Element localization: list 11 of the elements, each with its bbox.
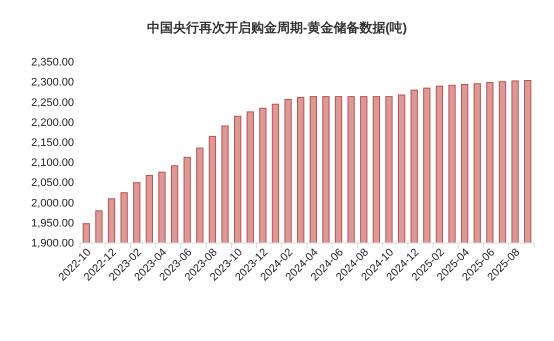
y-tick-label: 2,350.00 bbox=[31, 56, 74, 69]
chart-title: 中国央行再次开启购金周期-黄金储备数据(吨) bbox=[147, 20, 407, 35]
y-tick-label: 2,200.00 bbox=[31, 116, 74, 129]
y-tick-label: 2,000.00 bbox=[31, 197, 74, 210]
y-tick-label: 2,050.00 bbox=[31, 177, 74, 190]
y-tick-label: 2,250.00 bbox=[31, 96, 74, 109]
y-tick-label: 1,950.00 bbox=[31, 217, 74, 230]
y-tick-label: 2,100.00 bbox=[31, 157, 74, 170]
y-tick-label: 2,300.00 bbox=[31, 76, 74, 89]
y-tick-label: 1,900.00 bbox=[31, 238, 74, 250]
y-tick-label: 2,150.00 bbox=[31, 136, 74, 149]
